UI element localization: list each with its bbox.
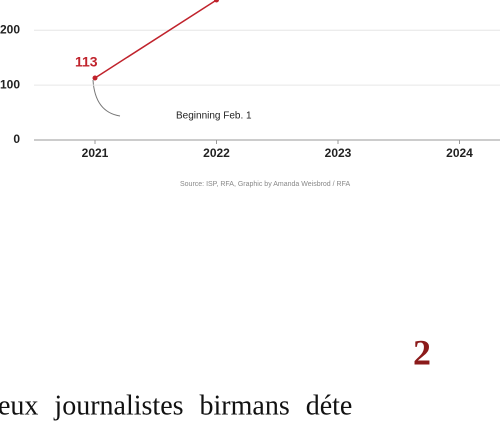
chart-source: Source: ISP, RFA, Graphic by Amanda Weis… xyxy=(180,181,350,188)
data-label: 113 xyxy=(75,54,98,70)
y-tick-label: 100 xyxy=(0,77,20,91)
x-tick-label: 2021 xyxy=(82,146,109,160)
point xyxy=(92,75,98,81)
section-number: 2 xyxy=(413,332,431,372)
y-tick-label: 200 xyxy=(0,22,20,36)
x-tick-label: 2023 xyxy=(325,146,352,160)
x-tick-label: 2024 xyxy=(446,146,473,160)
point xyxy=(214,0,219,3)
body-text: eux journalistes birmans déte xyxy=(0,390,352,421)
annotation: Beginning Feb. 1 xyxy=(176,111,252,122)
line xyxy=(94,0,217,79)
x-tick-label: 2022 xyxy=(203,146,230,160)
y-tick-label: 0 xyxy=(13,132,20,146)
